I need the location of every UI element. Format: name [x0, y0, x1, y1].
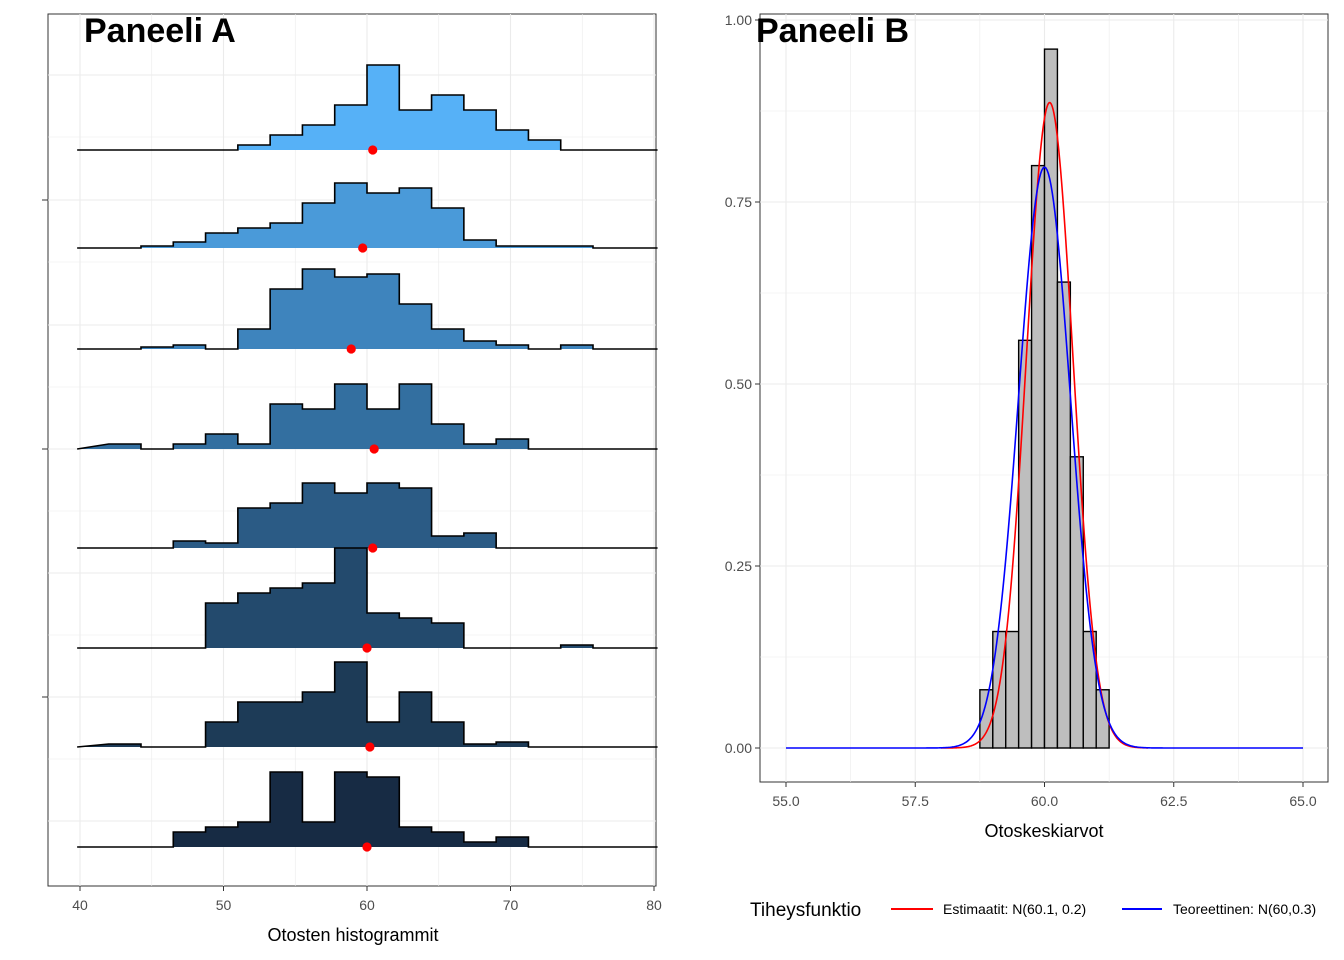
ridge-outline: [77, 482, 658, 549]
ridge-outline: [77, 661, 658, 748]
panel-a-x-tick-label: 60: [359, 897, 375, 913]
ridge-mean-point: [368, 543, 378, 553]
ridge-3: [77, 268, 658, 354]
histogram-bar: [1043, 48, 1059, 749]
ridge-fill: [77, 269, 658, 349]
ridge-1: [77, 64, 658, 155]
panel-a-x-tick-label: 50: [216, 897, 232, 913]
ridge-2: [77, 182, 658, 253]
legend-label-estimaatit: Estimaatit: N(60.1, 0.2): [943, 901, 1086, 917]
panel-b-x-tick-label: 62.5: [1160, 793, 1187, 809]
ridge-mean-point: [358, 243, 368, 253]
histogram-bar: [1056, 281, 1072, 749]
ridge-fill: [77, 183, 658, 248]
panel-b-y-tick-label: 0.75: [725, 194, 752, 210]
ridge-4: [77, 383, 658, 454]
panel-b-y-axis: 0.00 0.25 0.50 0.75 1.00: [725, 12, 760, 756]
ridge-outline: [77, 64, 658, 151]
ridge-fill: [77, 772, 658, 847]
histogram-bar: [1095, 689, 1110, 749]
ridge-outline: [77, 771, 658, 848]
ridge-outline: [77, 268, 658, 350]
ridge-mean-point: [365, 742, 375, 752]
ridge-8: [77, 771, 658, 852]
panel-a-y-axis: [42, 199, 48, 698]
ridge-outline: [77, 383, 658, 450]
legend-label-teoreettinen: Teoreettinen: N(60,0.3): [1173, 901, 1316, 917]
ridge-outline: [77, 547, 658, 649]
ridge-fill: [77, 65, 658, 150]
histogram-bar: [1017, 339, 1033, 749]
panel-a-x-tick-label: 70: [503, 897, 519, 913]
panel-b-x-axis: 55.0 57.5 60.0 62.5 65.0: [772, 782, 1317, 809]
ridge-5: [77, 482, 658, 553]
panel-b-y-tick-label: 0.25: [725, 558, 752, 574]
panel-b-x-tick-label: 55.0: [772, 793, 799, 809]
histogram-bar: [1005, 630, 1020, 749]
ridge-mean-point: [346, 344, 356, 354]
ridge-fill: [77, 548, 658, 648]
ridge-mean-point: [368, 145, 378, 155]
panel-b-y-tick-label: 0.00: [725, 740, 752, 756]
ridge-mean-point: [369, 444, 379, 454]
ridge-7: [77, 661, 658, 752]
panel-a-ridges: [77, 64, 658, 852]
panel-a: 40 50 60 70 80 Paneeli A Otosten histogrammi…: [42, 12, 662, 945]
ridge-6: [77, 547, 658, 653]
legend: Tiheysfunktio Estimaatit: N(60.1, 0.2) T…: [750, 900, 1316, 921]
panel-a-title: Paneeli A: [84, 12, 236, 50]
panel-a-x-tick-label: 80: [646, 897, 662, 913]
ridge-fill: [77, 662, 658, 747]
panel-a-x-axis-title: Otosten histogrammit: [267, 925, 438, 945]
density-curve-teoreettinen: [786, 166, 1303, 749]
panel-a-x-tick-label: 40: [72, 897, 88, 913]
ridge-outline: [77, 182, 658, 249]
panel-a-x-axis: 40 50 60 70 80: [72, 886, 662, 913]
panel-b-curves: [786, 101, 1303, 749]
ridge-mean-point: [362, 842, 372, 852]
legend-title: Tiheysfunktio: [750, 900, 861, 921]
panel-b-y-tick-label: 1.00: [725, 12, 752, 28]
panel-b-x-tick-label: 65.0: [1289, 793, 1316, 809]
panel-b-x-tick-label: 60.0: [1031, 793, 1058, 809]
ridge-mean-point: [362, 643, 372, 653]
ridge-fill: [77, 483, 658, 548]
ridge-fill: [77, 384, 658, 449]
panel-b-x-tick-label: 57.5: [902, 793, 929, 809]
panel-b-y-tick-label: 0.50: [725, 376, 752, 392]
panel-b-x-axis-title: Otoskeskiarvot: [984, 821, 1103, 841]
panel-b: 55.0 57.5 60.0 62.5 65.0 0.00 0.25 0.50 0.75 1.0…: [725, 12, 1329, 841]
panel-b-title: Paneeli B: [756, 12, 909, 50]
